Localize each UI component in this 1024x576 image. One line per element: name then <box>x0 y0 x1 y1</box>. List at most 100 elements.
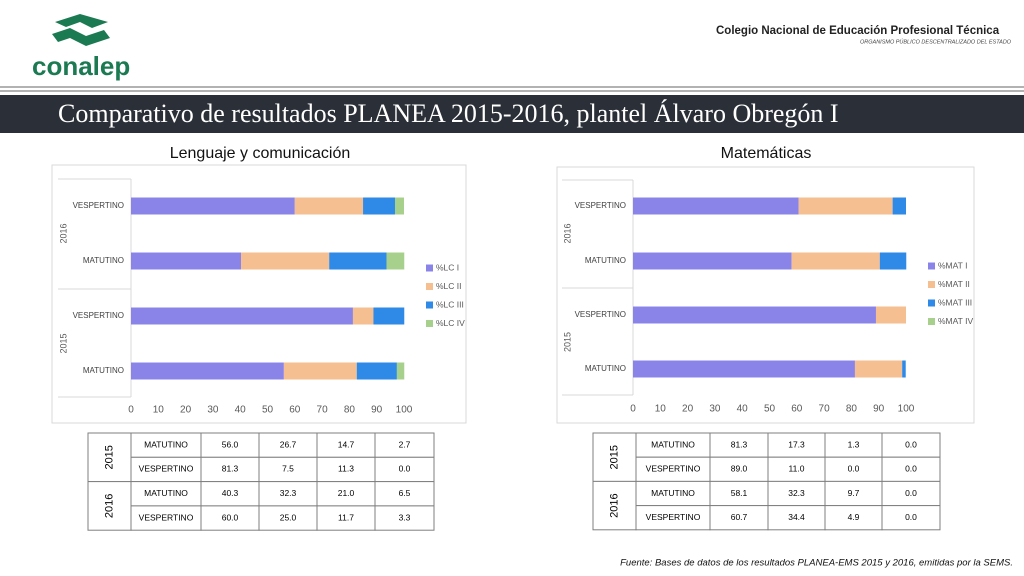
legend-swatch <box>928 262 935 270</box>
table-text: MATUTINO <box>651 439 695 449</box>
table-cell <box>767 432 826 458</box>
logo-mark <box>52 14 110 46</box>
chart-title: Matemáticas <box>721 145 812 162</box>
group-label: 2016 <box>562 223 572 243</box>
table-text: 58.1 <box>731 488 748 498</box>
bar-segment <box>633 252 792 270</box>
table-text: MATUTINO <box>144 488 188 498</box>
legend-label: %MAT III <box>938 297 972 307</box>
table-cell <box>130 481 202 507</box>
bar-segment <box>791 252 880 270</box>
x-tick-label: 30 <box>207 405 219 416</box>
table-text: 0.0 <box>905 488 917 498</box>
table-cell <box>374 505 435 531</box>
table-cell <box>592 432 637 482</box>
table-cell <box>824 456 883 482</box>
group-label: 2015 <box>58 333 68 353</box>
bar-segment <box>131 307 353 325</box>
x-tick-label: 50 <box>764 404 776 415</box>
bar-segment <box>875 306 906 324</box>
table-text: 3.3 <box>399 512 411 522</box>
table-cell <box>592 480 637 531</box>
table-text: 32.3 <box>788 488 805 498</box>
table-cell <box>635 505 711 531</box>
table-text: 6.5 <box>399 488 411 498</box>
table-cell <box>767 505 826 531</box>
x-tick-label: 90 <box>371 405 383 416</box>
legend-swatch <box>426 264 433 272</box>
table-cell <box>258 456 318 483</box>
chart-title: Lenguaje y comunicación <box>170 145 351 162</box>
table-cell <box>316 481 376 507</box>
bar-segment <box>131 197 295 215</box>
table-year: 2015 <box>103 445 115 469</box>
table-text: 26.7 <box>280 439 297 449</box>
table-cell <box>767 456 826 482</box>
table-text: 32.3 <box>280 488 297 498</box>
table-text: 0.0 <box>905 464 917 474</box>
table-text: MATUTINO <box>144 439 188 449</box>
legend-swatch <box>426 320 433 327</box>
table-text: VESPERTINO <box>139 512 194 522</box>
x-tick-label: 0 <box>128 405 134 416</box>
x-tick-label: 90 <box>873 404 885 415</box>
x-tick-label: 70 <box>819 404 831 415</box>
bar-segment <box>386 252 405 270</box>
table-text: 2.7 <box>399 439 411 449</box>
table-year: 2016 <box>608 493 620 517</box>
slide-title: Comparativo de resultados PLANEA 2015-20… <box>58 99 839 128</box>
x-tick-label: 60 <box>791 404 803 415</box>
legend-label: %MAT IV <box>938 316 973 326</box>
bar-segment <box>902 360 906 378</box>
table-cell <box>881 505 941 531</box>
table-text: 0.0 <box>848 464 860 474</box>
table-cell <box>635 432 711 458</box>
x-tick-label: 30 <box>709 404 721 415</box>
table-text: 89.0 <box>731 464 748 474</box>
x-tick-label: 100 <box>898 404 915 415</box>
table-cell <box>200 432 260 458</box>
table-cell <box>130 456 202 483</box>
y-tick-label: VESPERTINO <box>73 311 124 320</box>
bar-segment <box>329 252 387 270</box>
table-cell <box>824 505 883 531</box>
legend-swatch <box>426 283 433 290</box>
table-text: 17.3 <box>788 439 805 449</box>
table-text: 4.9 <box>848 512 860 522</box>
table-cell <box>258 505 318 531</box>
x-tick-label: 70 <box>317 405 329 416</box>
x-tick-label: 10 <box>153 405 165 416</box>
bar-segment <box>294 197 364 215</box>
bar-segment <box>396 362 405 380</box>
x-tick-label: 60 <box>289 405 301 416</box>
table-text: 14.7 <box>338 439 355 449</box>
bar-segment <box>633 360 855 378</box>
table-cell <box>258 481 318 507</box>
table-text: MATUTINO <box>651 488 695 498</box>
table-text: 60.0 <box>222 512 239 522</box>
table-cell <box>87 481 132 531</box>
table-cell <box>316 432 376 458</box>
table-text: VESPERTINO <box>139 464 194 474</box>
logo-text: conalep <box>32 51 130 81</box>
x-tick-label: 20 <box>682 404 694 415</box>
table-cell <box>374 456 435 483</box>
bar-segment <box>356 362 397 380</box>
legend-label: %LC II <box>436 281 462 291</box>
table-text: VESPERTINO <box>646 512 701 522</box>
table-text: 1.3 <box>848 439 860 449</box>
table-cell <box>881 480 941 507</box>
legend-label: %LC I <box>436 262 459 272</box>
table-text: 81.3 <box>222 464 239 474</box>
table-text: 21.0 <box>338 488 355 498</box>
bar-segment <box>283 362 357 380</box>
table-text: VESPERTINO <box>646 464 701 474</box>
table-text: 40.3 <box>222 488 239 498</box>
bar-segment <box>394 197 404 215</box>
group-label: 2016 <box>58 223 68 243</box>
table-cell <box>374 481 435 507</box>
x-tick-label: 0 <box>630 404 636 415</box>
bar-segment <box>633 197 799 215</box>
table-text: 0.0 <box>399 464 411 474</box>
